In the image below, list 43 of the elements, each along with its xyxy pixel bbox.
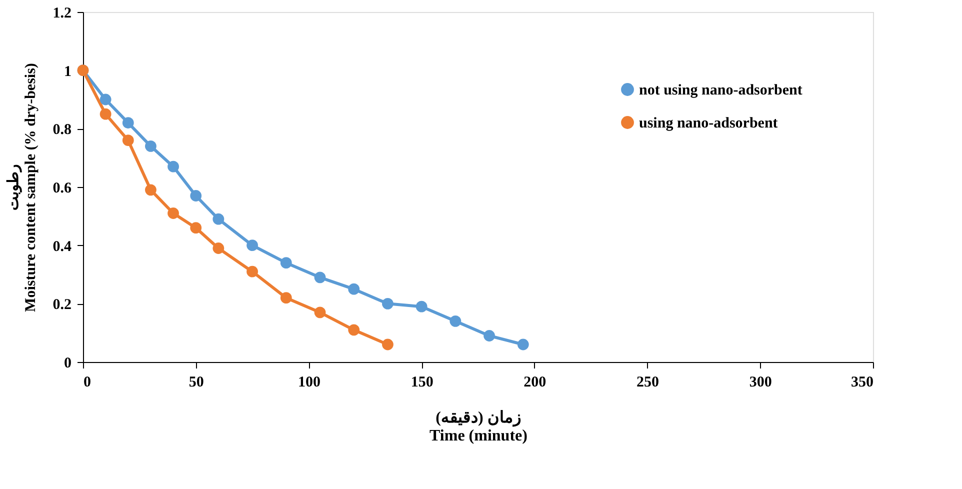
x-tick-label: 250 [636,374,660,390]
point [100,94,112,106]
y-tick-label: 0.6 [52,180,72,196]
point [100,108,112,120]
y-tick-label: 0 [64,356,72,372]
point [280,257,292,269]
point [145,140,156,152]
point [145,184,156,196]
point [348,283,360,295]
point [416,300,428,312]
y-tick-label: 1.2 [52,6,72,22]
point [382,298,394,310]
legend-label: using nano-adsorbent [639,116,778,132]
y-tick-label: 0.2 [52,297,72,314]
point [122,134,134,146]
point [246,266,258,278]
point [246,240,258,252]
point [168,208,179,219]
point [314,306,326,318]
x-tick-label: 150 [410,374,434,390]
point [348,324,360,336]
point [517,338,529,350]
point [314,272,326,284]
point [484,330,495,342]
point [382,338,394,350]
point [280,292,292,304]
point [212,213,224,225]
point [122,117,134,129]
point [190,222,202,234]
y-tick-label: 0.4 [52,238,72,255]
legend-label: not using nano-adsorbent [639,82,802,98]
x-tick-label: 50 [188,374,204,390]
x-tick-label: 300 [749,374,772,390]
point [168,160,179,172]
x-tick-label: 0 [84,374,91,390]
x-tick-label: 100 [298,374,320,390]
y-tick-label: 0.8 [52,122,72,138]
x-tick-label: 200 [524,374,546,390]
point [212,242,224,254]
point [450,315,462,327]
y-tick-label: 1 [64,64,72,80]
point [190,190,202,202]
x-tick-label: 350 [851,374,874,390]
